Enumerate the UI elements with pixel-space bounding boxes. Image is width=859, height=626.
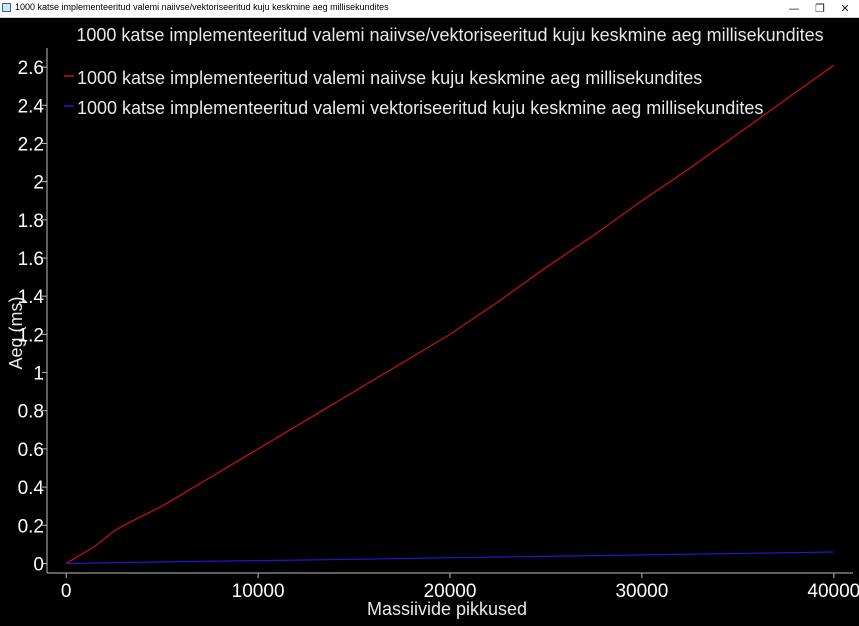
y-tick-label: 1 bbox=[33, 364, 44, 385]
maximize-button[interactable]: ❐ bbox=[815, 2, 825, 15]
y-tick-label: 1.8 bbox=[18, 211, 44, 232]
y-tick-label: 0.8 bbox=[18, 402, 44, 423]
window-title: 1000 katse implementeeritud valemi naiiv… bbox=[15, 2, 389, 12]
x-tick-label: 20000 bbox=[424, 581, 477, 602]
y-tick-label: 2 bbox=[33, 173, 44, 194]
series-layer bbox=[65, 64, 835, 565]
y-tick-label: 2.2 bbox=[18, 134, 44, 155]
axes: 0 0.2 0.4 0.6 0.8 1 1.2 1.4 1.6 1.8 2 2.2 2.4 2.6 0 100… bbox=[18, 48, 859, 602]
app-icon bbox=[2, 3, 11, 12]
x-axis-label: Massiivide pikkused bbox=[367, 599, 527, 619]
y-tick-label: 0 bbox=[33, 554, 44, 575]
chart: 1000 katse implementeeritud valemi naiiv… bbox=[6, 25, 859, 619]
y-tick-label: 0.2 bbox=[18, 516, 44, 537]
chart-title: 1000 katse implementeeritud valemi naiiv… bbox=[76, 25, 823, 45]
legend: 1000 katse implementeeritud valemi naiiv… bbox=[64, 68, 763, 118]
y-axis-label: Aeg (ms) bbox=[6, 296, 26, 369]
x-tick-label: 0 bbox=[61, 581, 72, 602]
y-tick-label: 0.6 bbox=[18, 440, 44, 461]
minimize-button[interactable]: — bbox=[788, 2, 800, 15]
y-tick-label: 2.4 bbox=[18, 96, 45, 117]
legend-label-2: 1000 katse implementeeritud valemi vekto… bbox=[77, 98, 763, 118]
window-titlebar: 1000 katse implementeeritud valemi naiiv… bbox=[0, 0, 859, 18]
series-line-1 bbox=[65, 64, 835, 565]
y-tick-label: 2.6 bbox=[18, 58, 44, 79]
x-tick-label: 40000 bbox=[807, 581, 859, 602]
y-tick-label: 0.4 bbox=[18, 478, 45, 499]
x-tick-label: 30000 bbox=[615, 581, 668, 602]
close-button[interactable]: ✕ bbox=[840, 2, 850, 15]
y-tick-label: 1.2 bbox=[18, 325, 44, 346]
y-tick-label: 1.6 bbox=[18, 249, 44, 270]
legend-label-1: 1000 katse implementeeritud valemi naiiv… bbox=[77, 68, 702, 88]
series-line-2 bbox=[66, 551, 834, 565]
x-tick-label: 10000 bbox=[232, 581, 285, 602]
y-tick-label: 1.4 bbox=[18, 287, 45, 308]
